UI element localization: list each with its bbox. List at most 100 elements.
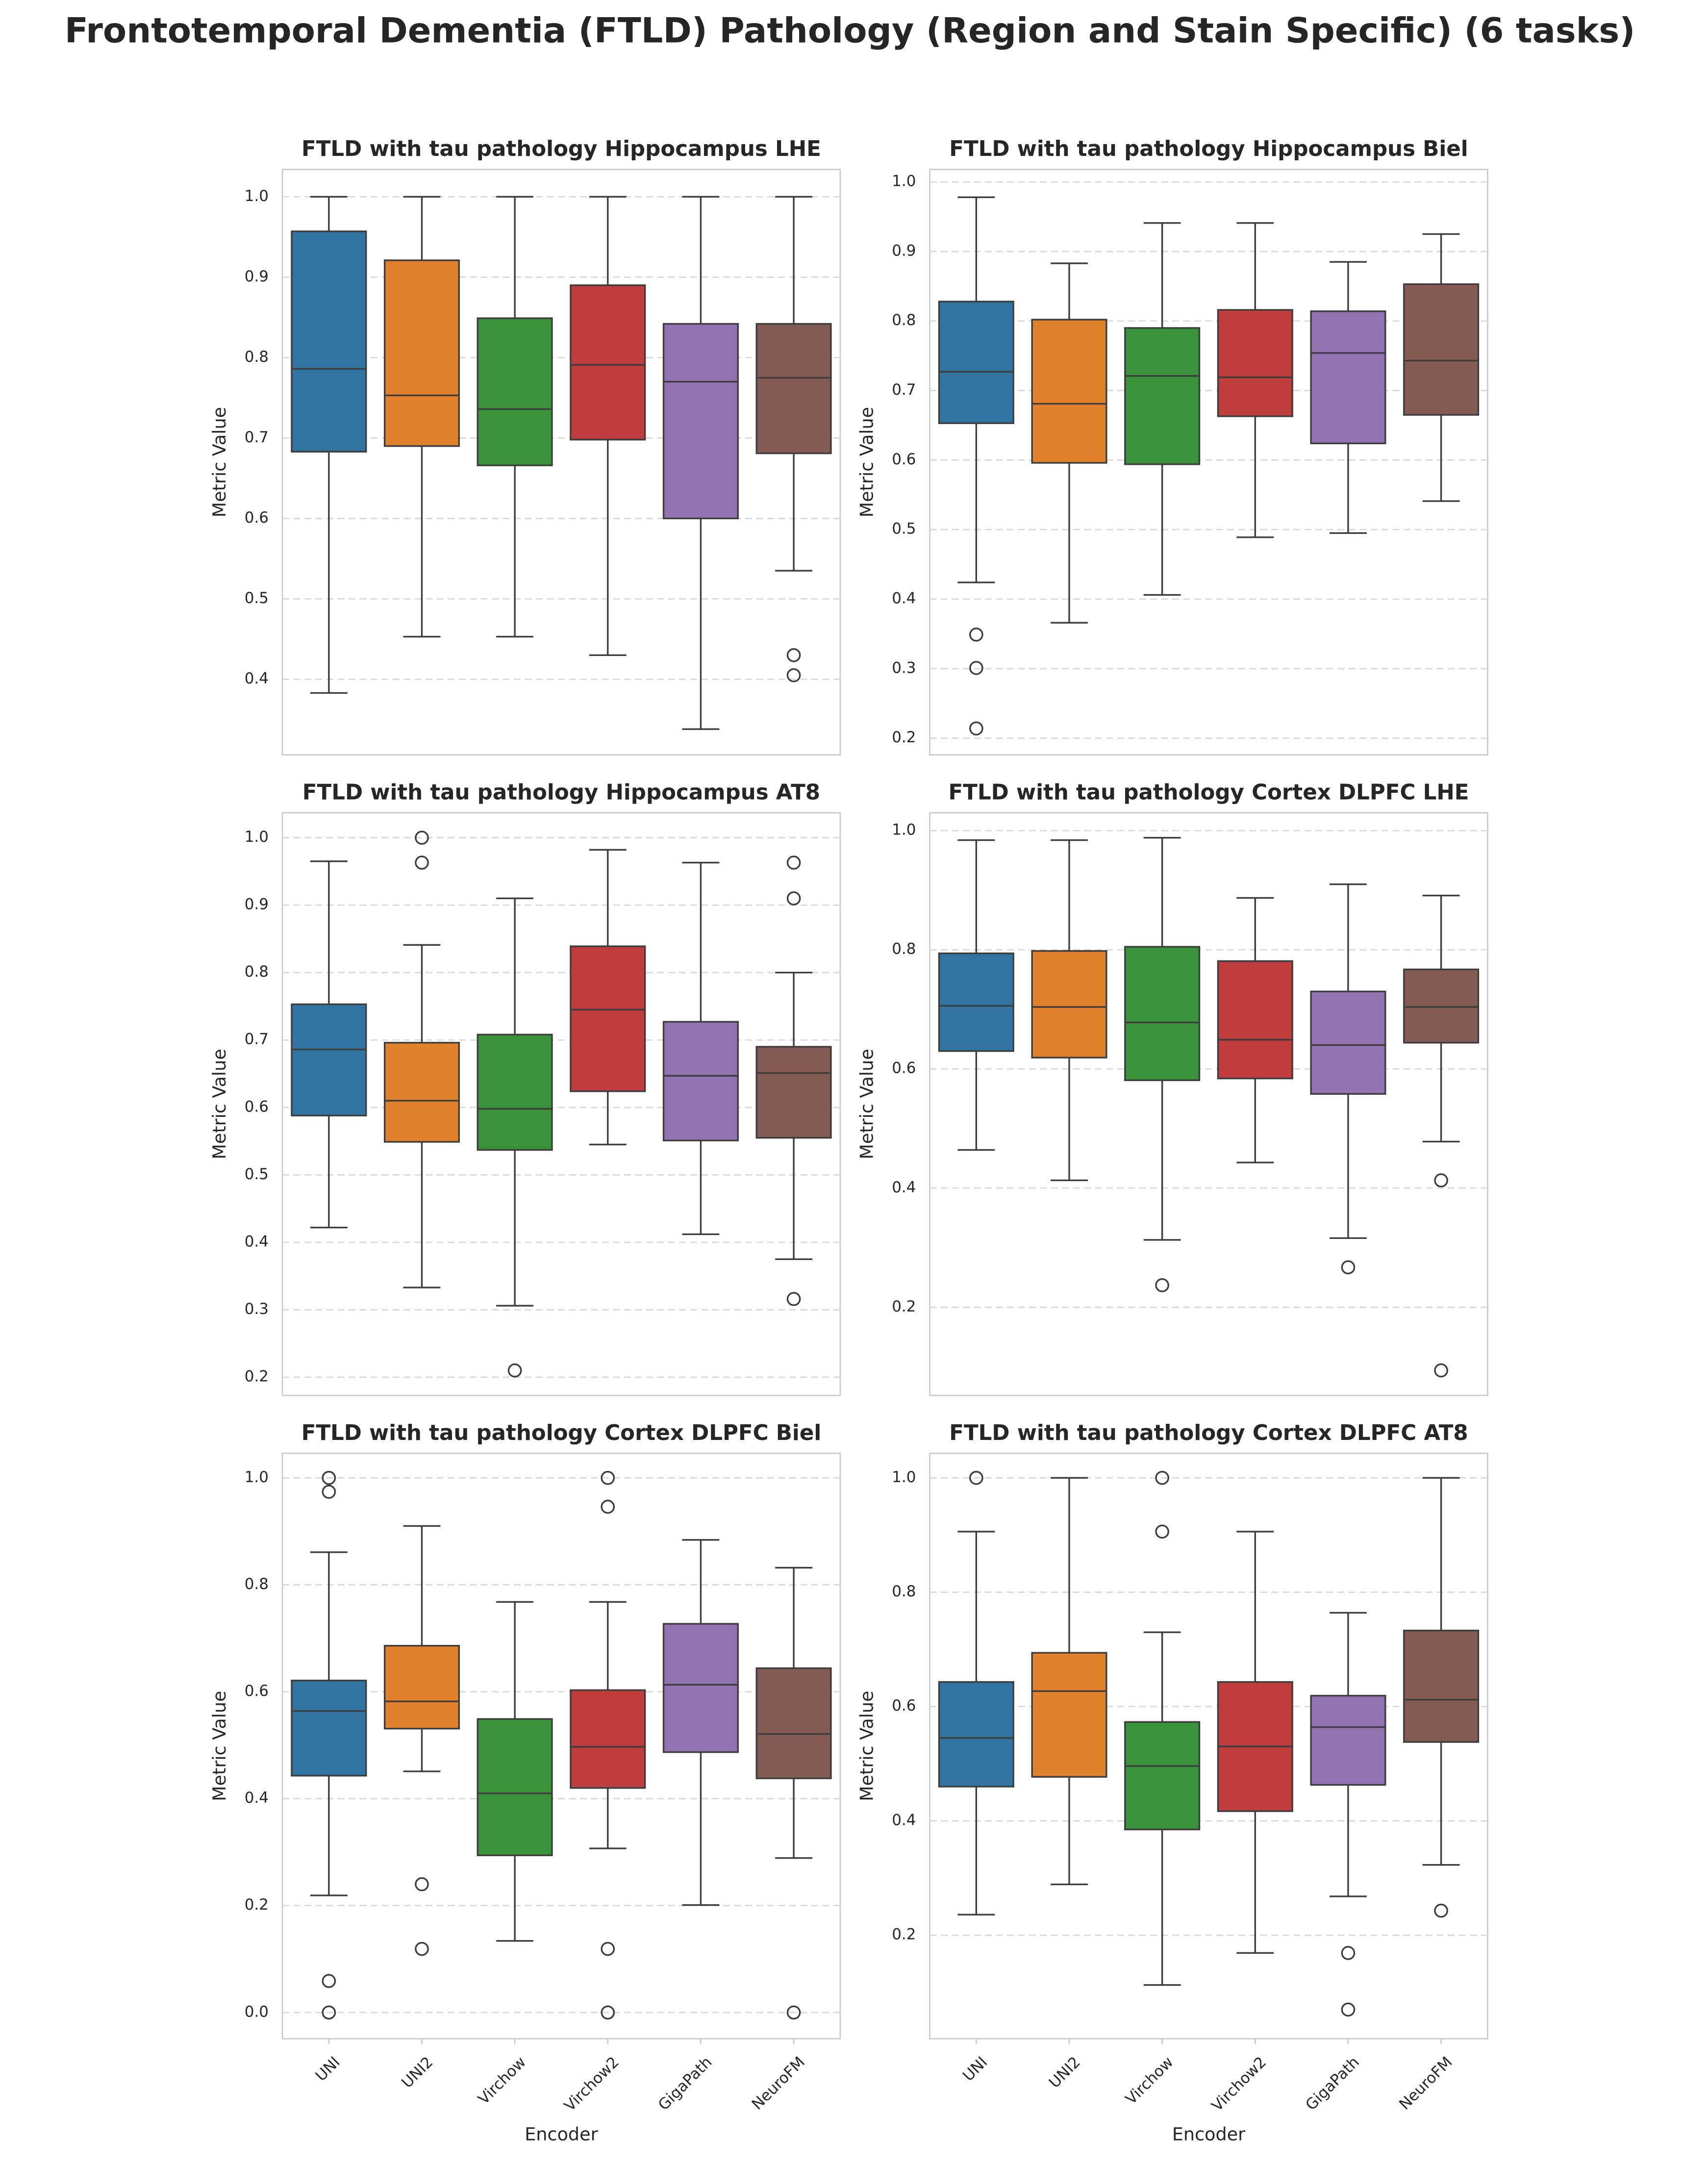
y-tick-label: 0.6 [245,1682,269,1700]
y-tick-label: 0.6 [892,451,916,468]
outlier [415,1942,429,1956]
outlier [507,1363,522,1378]
y-tick-label: 0.9 [245,268,269,285]
box [755,1046,832,1139]
outlier [1155,1524,1169,1539]
outlier [969,661,983,675]
box [1310,990,1386,1095]
box [662,323,739,520]
y-tick-label: 0.2 [245,1368,269,1386]
box [291,230,367,453]
outlier [415,856,429,870]
plot-area [929,169,1488,756]
box [291,1003,367,1116]
box [1031,1652,1107,1778]
box [383,1645,460,1730]
box [383,259,460,447]
figure-title: Frontotemporal Dementia (FTLD) Pathology… [65,10,1635,50]
y-tick-label: 0.6 [245,509,269,527]
plot-area [281,169,841,756]
box [662,1623,739,1753]
y-tick-label: 0.8 [892,1583,916,1600]
y-tick-label: 0.8 [245,963,269,981]
outlier [415,831,429,845]
chart-title: FTLD with tau pathology Hippocampus LHE [301,137,821,161]
y-tick-label: 0.5 [892,520,916,538]
y-tick-label: 0.9 [245,896,269,913]
y-tick-label: 0.8 [892,311,916,329]
plot-area [281,1452,841,2040]
y-tick-label: 0.4 [245,1233,269,1250]
outlier [969,721,983,736]
y-tick-label: 0.4 [892,1811,916,1829]
y-tick-label: 1.0 [892,1468,916,1486]
box [477,1718,553,1856]
outlier [786,856,801,870]
box [291,1679,367,1777]
plot-area [929,1452,1488,2040]
outlier [1434,1173,1448,1187]
chart-title: FTLD with tau pathology Cortex DLPFC LHE [948,780,1469,805]
y-tick-label: 0.5 [245,589,269,607]
y-tick-label: 1.0 [892,173,916,190]
box [662,1021,739,1141]
y-tick-label: 0.7 [245,429,269,446]
y-axis-label: Metric Value [856,1049,878,1159]
y-tick-label: 0.0 [245,2003,269,2020]
outlier [1155,1278,1169,1292]
y-tick-label: 0.2 [245,1896,269,1914]
y-tick-label: 0.2 [892,1298,916,1315]
outlier [786,668,801,682]
outlier [1341,1260,1356,1275]
y-tick-label: 0.6 [892,1697,916,1715]
y-axis-label: Metric Value [209,1049,230,1159]
outlier [786,891,801,906]
outlier [969,1470,983,1485]
box [1403,1629,1480,1743]
y-axis-label: Metric Value [856,1691,878,1801]
y-tick-label: 0.4 [245,1789,269,1807]
y-axis-label: Metric Value [209,1691,230,1801]
outlier [322,1470,336,1485]
outlier [1155,1470,1169,1485]
box [1403,968,1480,1044]
chart-title: FTLD with tau pathology Cortex DLPFC Bie… [301,1421,822,1445]
box [1124,327,1201,465]
outlier [1434,1363,1448,1378]
y-tick-label: 0.5 [245,1165,269,1183]
outlier [969,628,983,642]
y-tick-label: 0.3 [245,1300,269,1318]
y-tick-label: 0.8 [245,348,269,366]
chart-title: FTLD with tau pathology Hippocampus Biel [949,137,1468,161]
box [570,284,646,441]
box [1124,946,1201,1081]
box [1403,283,1480,416]
outlier [415,1877,429,1892]
outlier [601,1470,615,1485]
x-axis-label: Encoder [1172,2123,1246,2145]
chart-title: FTLD with tau pathology Hippocampus AT8 [302,780,820,805]
plot-area [281,812,841,1396]
y-tick-label: 0.8 [245,1575,269,1593]
y-tick-label: 0.2 [892,729,916,746]
y-tick-label: 0.4 [892,1179,916,1196]
outlier [322,1485,336,1499]
box [570,1689,646,1789]
outlier [786,2005,801,2020]
y-tick-label: 1.0 [245,187,269,205]
y-tick-label: 0.4 [245,670,269,687]
box [1217,960,1293,1080]
outlier [601,1499,615,1514]
y-tick-label: 0.7 [892,381,916,399]
chart-title: FTLD with tau pathology Cortex DLPFC AT8 [949,1421,1468,1445]
outlier [1434,1903,1448,1918]
y-tick-label: 1.0 [245,828,269,846]
box [477,317,553,466]
plot-area [929,812,1488,1396]
outlier [786,1292,801,1306]
outlier [1341,2002,1356,2017]
outlier [786,648,801,662]
y-tick-label: 0.4 [892,590,916,607]
